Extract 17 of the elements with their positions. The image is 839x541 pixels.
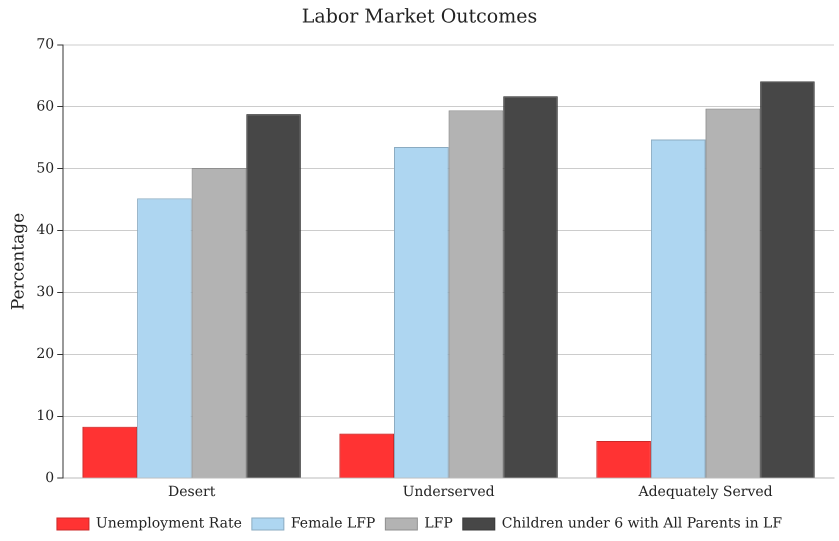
- x-tick-label: Underserved: [402, 484, 495, 500]
- y-tick-label: 70: [36, 36, 54, 52]
- y-tick-label: 10: [36, 408, 54, 424]
- y-tick-label: 50: [36, 160, 54, 176]
- y-tick-label: 0: [45, 470, 54, 486]
- legend-label: Children under 6 with All Parents in LF: [502, 516, 782, 532]
- y-tick-label: 40: [36, 222, 54, 238]
- x-tick-label: Adequately Served: [637, 484, 773, 500]
- legend-label: Unemployment Rate: [96, 516, 242, 532]
- x-tick-label: Desert: [168, 484, 216, 500]
- legend-label: LFP: [424, 516, 453, 532]
- y-tick-label: 20: [36, 346, 54, 362]
- y-tick-label: 60: [36, 98, 54, 114]
- y-axis-title: Percentage: [8, 212, 29, 310]
- chart-title: Labor Market Outcomes: [302, 5, 538, 28]
- legend-label: Female LFP: [290, 516, 376, 532]
- y-tick-label: 30: [36, 284, 54, 300]
